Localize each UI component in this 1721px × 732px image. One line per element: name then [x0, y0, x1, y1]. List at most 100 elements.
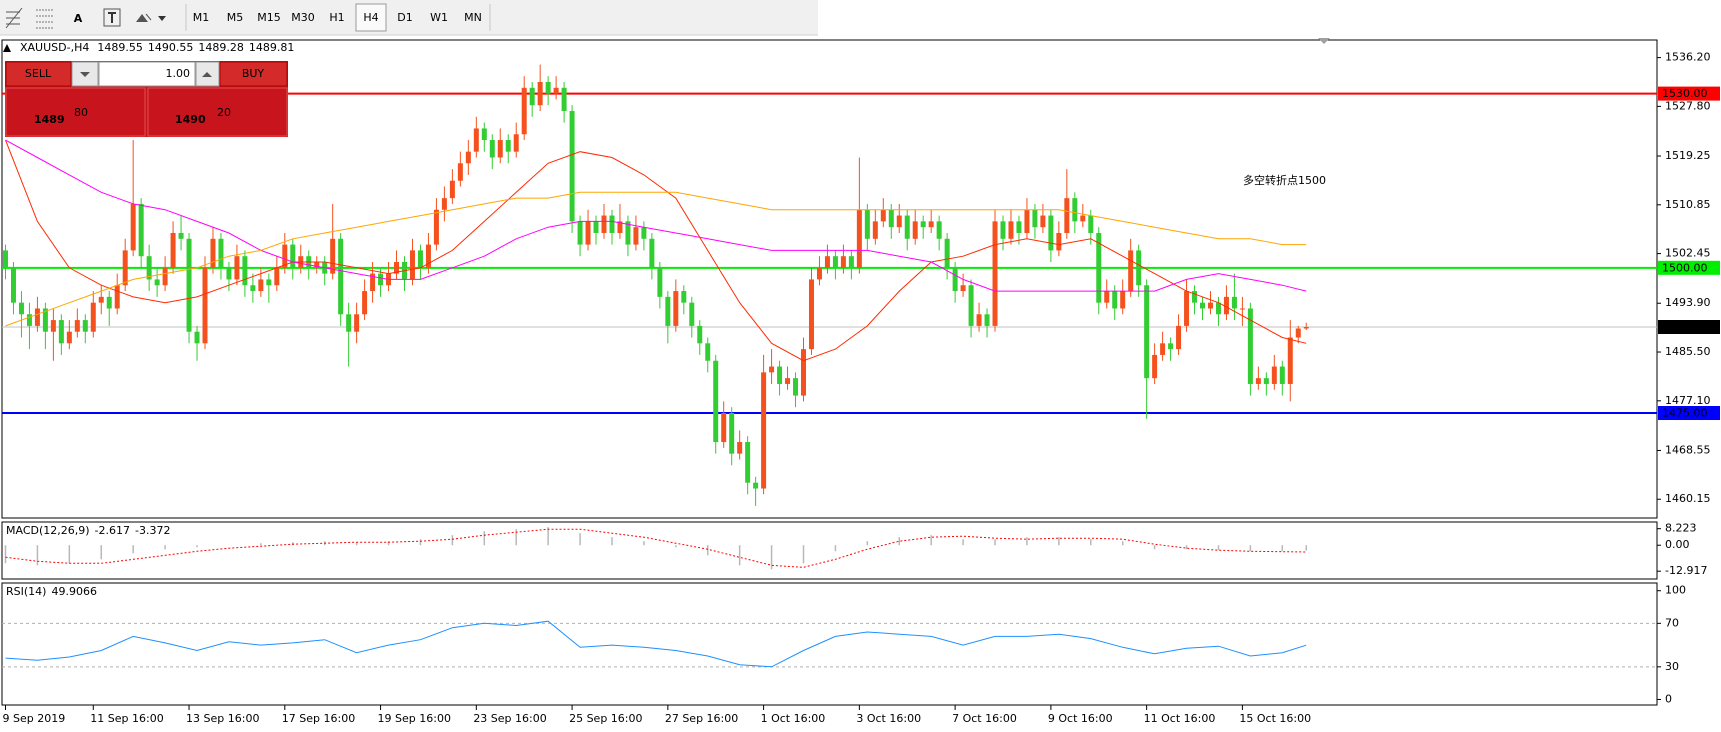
candle-body: [98, 296, 104, 303]
candle-body: [1247, 308, 1253, 384]
candle-body: [449, 180, 455, 199]
level-label: 1530.00: [1662, 87, 1708, 100]
x-tick-label: 1 Oct 16:00: [761, 712, 826, 725]
candle-body: [66, 331, 72, 344]
x-tick-label: 19 Sep 16:00: [378, 712, 451, 725]
buy-button[interactable]: [219, 61, 288, 87]
y-tick-label: 1502.45: [1665, 247, 1711, 260]
candle-body: [848, 256, 854, 268]
candle-body: [1120, 291, 1126, 309]
candle-body: [864, 209, 870, 239]
timeframe-button[interactable]: W1: [430, 11, 448, 24]
timeframe-button[interactable]: H1: [329, 11, 344, 24]
candle-body: [545, 81, 551, 94]
candle-body: [146, 256, 152, 280]
candle-body: [489, 140, 495, 158]
y-tick-label: 1519.25: [1665, 149, 1711, 162]
candle-body: [1263, 378, 1269, 384]
sell-price-box[interactable]: [5, 87, 146, 137]
lots-field[interactable]: [98, 61, 196, 87]
x-tick-label: 9 Sep 2019: [3, 712, 66, 725]
candle-body: [1104, 291, 1110, 303]
arrow-up: [202, 72, 212, 77]
current-price-box: [1658, 319, 1720, 334]
tool-fibonacci[interactable]: [5, 7, 23, 29]
candle-body: [26, 314, 32, 326]
sell-button[interactable]: [5, 61, 72, 87]
candle-body: [976, 314, 982, 326]
candle-body: [266, 279, 272, 286]
candle-body: [856, 209, 862, 268]
candle-body: [872, 221, 878, 239]
tool-text[interactable]: A: [74, 12, 83, 25]
candle-body: [920, 221, 926, 228]
tool-text-label[interactable]: [103, 8, 121, 27]
candle-body: [250, 285, 256, 292]
candle-body: [425, 244, 431, 268]
x-tick-label: 9 Oct 16:00: [1048, 712, 1113, 725]
lots-value[interactable]: 1.00: [166, 67, 191, 80]
candle-body: [122, 250, 128, 286]
candle-body: [58, 320, 64, 344]
timeframe-button[interactable]: M15: [257, 11, 281, 24]
candle-body: [769, 366, 775, 373]
chart-shift-marker[interactable]: [1318, 38, 1330, 44]
buy-price-box[interactable]: [147, 87, 288, 137]
candle-body: [394, 262, 400, 274]
candle-body: [1008, 221, 1014, 239]
y-tick-label: 0.00: [1665, 538, 1690, 551]
candle-body: [944, 238, 950, 268]
timeframe-button[interactable]: M30: [291, 11, 315, 24]
candle-body: [282, 244, 288, 268]
candle-body: [114, 285, 120, 309]
timeframe-button[interactable]: MN: [464, 11, 482, 24]
buy-label[interactable]: BUY: [242, 67, 265, 80]
tool-arrows[interactable]: [136, 13, 166, 22]
candle-body: [1271, 366, 1277, 384]
x-tick-label: 3 Oct 16:00: [856, 712, 921, 725]
candle-body: [1200, 302, 1205, 309]
timeframe-button[interactable]: M5: [227, 11, 244, 24]
candle-body: [218, 238, 224, 268]
y-tick-label: -12.917: [1665, 564, 1707, 577]
candle-body: [194, 331, 200, 344]
candle-body: [1279, 366, 1285, 384]
candle-body: [713, 360, 719, 443]
candle-body: [537, 81, 543, 106]
symbol: XAUUSD-,H4: [20, 41, 89, 54]
candle-body: [338, 238, 344, 315]
ask-small: 20: [217, 106, 231, 119]
tool-fibonacci-fan[interactable]: [36, 9, 54, 29]
candle-body: [1128, 250, 1134, 292]
candle-body: [1239, 308, 1245, 310]
candle-body: [992, 221, 998, 326]
candle-body: [705, 343, 711, 361]
candle-body: [673, 291, 679, 326]
candle-body: [1032, 209, 1038, 228]
chart-header: XAUUSD-,H4 1489.55 1490.55 1489.28 1489.81: [20, 41, 294, 54]
candle-body: [130, 203, 136, 251]
candle-body: [314, 262, 320, 268]
candle-body: [753, 482, 759, 489]
candle-body: [968, 285, 974, 326]
candle-body: [737, 442, 743, 454]
candle-body: [1207, 302, 1213, 309]
sell-label[interactable]: SELL: [25, 67, 52, 80]
candle-body: [18, 302, 24, 315]
candle-body: [1176, 325, 1182, 350]
candle-body: [234, 256, 240, 280]
candle-body: [481, 128, 487, 141]
candle-body: [258, 279, 264, 292]
candle-body: [1255, 378, 1261, 384]
level-label: 1500.00: [1662, 261, 1708, 274]
candle-body: [106, 296, 112, 309]
y-tick-label: 1493.90: [1665, 296, 1711, 309]
candle-body: [226, 267, 232, 280]
timeframe-button[interactable]: H4: [363, 11, 378, 24]
low-value: 1489.28: [198, 41, 244, 54]
timeframe-button[interactable]: D1: [397, 11, 412, 24]
x-tick-label: 11 Oct 16:00: [1144, 712, 1216, 725]
timeframe-button[interactable]: M1: [193, 11, 210, 24]
candle-body: [577, 221, 583, 245]
